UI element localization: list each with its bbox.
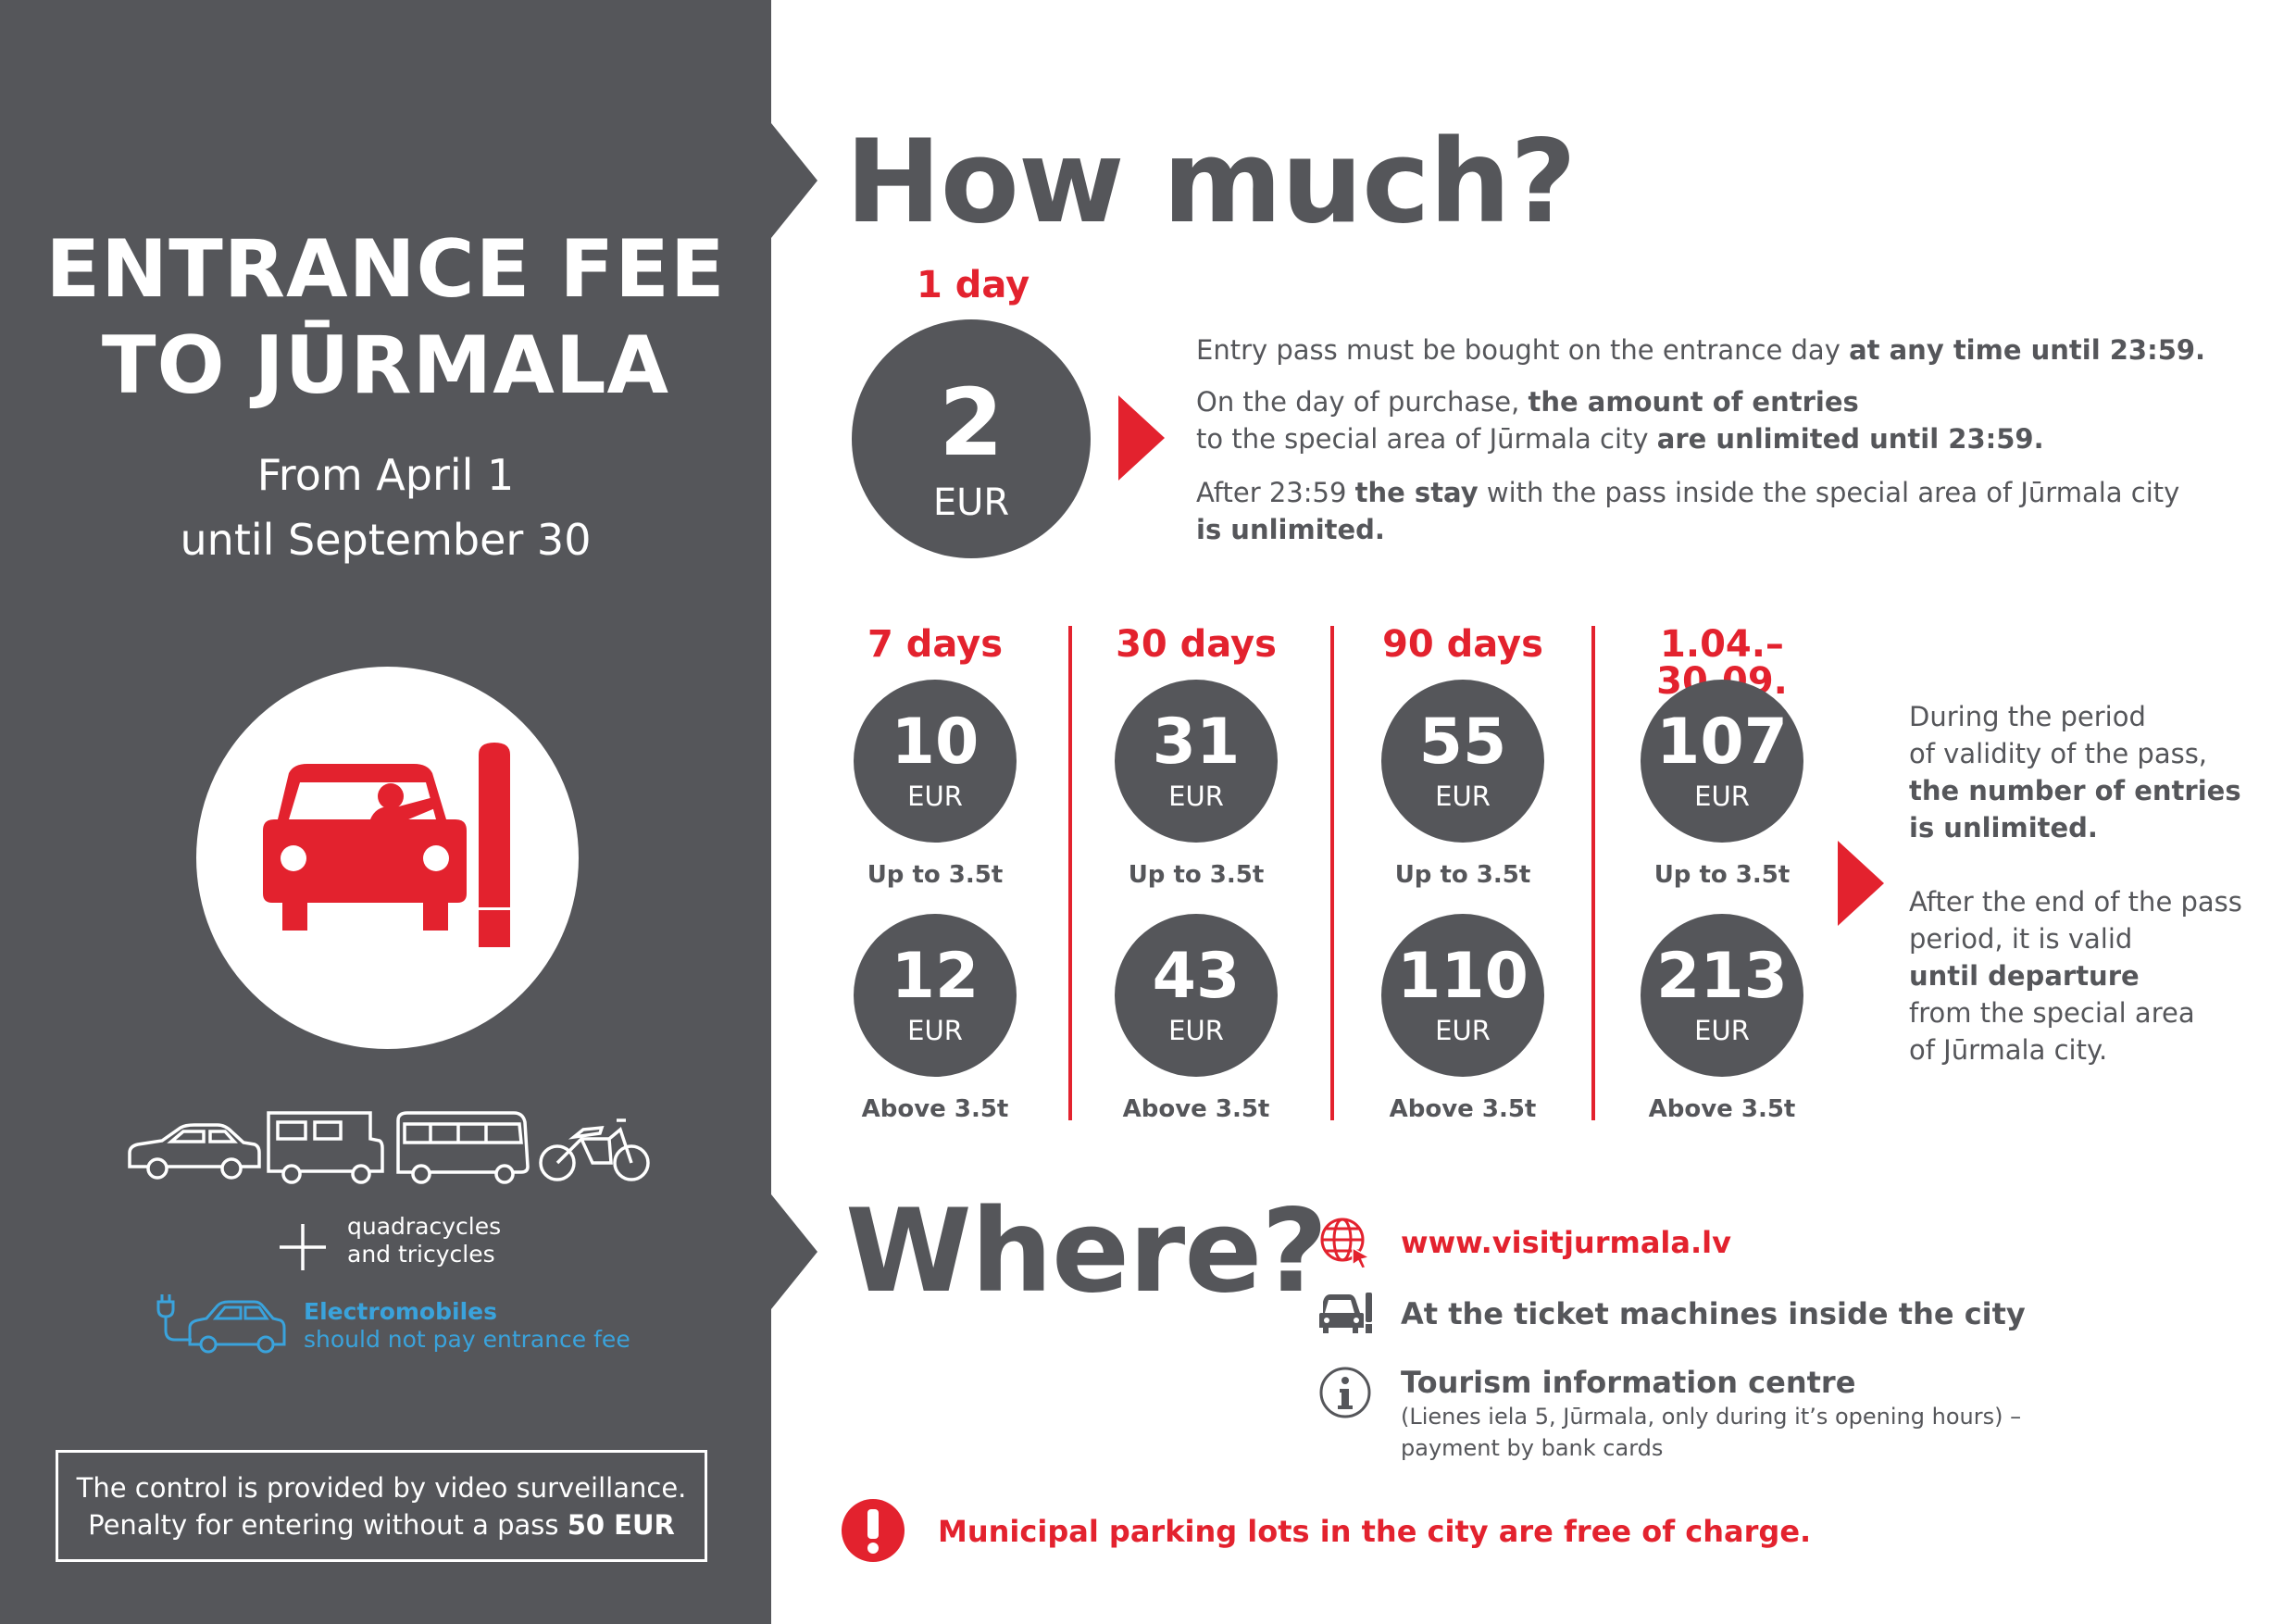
plus-icon	[280, 1224, 326, 1270]
price-value: 107	[1656, 706, 1788, 779]
title-line-1: ENTRANCE FEE	[45, 223, 726, 316]
price-badge-above-3-5t: 43 EUR	[1115, 914, 1278, 1077]
price-currency: EUR	[907, 1015, 963, 1046]
price-currency: EUR	[1435, 1015, 1491, 1046]
period-divider	[1591, 626, 1595, 1120]
one-day-line-1: Entry pass must be bought on the entranc…	[1196, 334, 2206, 366]
pointer-arrow-icon	[1838, 841, 1884, 926]
control-notice: The control is provided by video surveil…	[56, 1450, 707, 1562]
period-note-line: from the special area	[1909, 997, 2195, 1029]
period-note-line: of validity of the pass,	[1909, 738, 2208, 769]
one-day-label: 1 day	[917, 264, 1030, 306]
electromobile-icon	[156, 1294, 286, 1354]
price-value: 31	[1152, 706, 1241, 779]
penalty-amount: 50 EUR	[567, 1509, 675, 1541]
period-note-line: period, it is valid	[1909, 923, 2133, 955]
weight-label: Above 3.5t	[1648, 1095, 1796, 1123]
ev-text: should not pay entrance fee	[304, 1326, 630, 1353]
weight-label: Up to 3.5t	[1128, 861, 1265, 889]
ev-title: Electromobiles	[304, 1298, 497, 1325]
ticket-machines-text: At the ticket machines inside the city	[1401, 1296, 2026, 1331]
period-label: 7 days	[867, 623, 1004, 666]
motorcycle-icon	[539, 1118, 650, 1181]
period-note-line: the number of entries	[1909, 775, 2241, 806]
weight-label: Above 3.5t	[1389, 1095, 1537, 1123]
price-value: 43	[1152, 940, 1241, 1013]
price-currency: EUR	[907, 781, 963, 812]
price-currency: EUR	[1694, 781, 1750, 812]
weight-label: Up to 3.5t	[1394, 861, 1531, 889]
period-note-line: During the period	[1909, 701, 2146, 732]
extra-vehicles-line-1: quadracycles	[347, 1213, 502, 1240]
info-icon	[1319, 1367, 1371, 1418]
one-day-price-badge: 2 EUR	[852, 319, 1091, 558]
one-day-line-2: On the day of purchase, the amount of en…	[1196, 386, 1859, 418]
price-value: 55	[1418, 706, 1507, 779]
period-note-line: is unlimited.	[1909, 812, 2098, 843]
one-day-currency: EUR	[932, 481, 1010, 524]
price-value: 10	[891, 706, 980, 779]
extra-vehicles-line-2: and tricycles	[347, 1241, 495, 1268]
left-panel: ENTRANCE FEE TO JŪRMALA From April 1 unt…	[0, 0, 771, 1624]
price-currency: EUR	[1694, 1015, 1750, 1046]
car-icon	[128, 1123, 261, 1180]
section-arrow-how-much	[771, 123, 817, 238]
tourism-centre-payment: payment by bank cards	[1401, 1435, 1664, 1461]
price-currency: EUR	[1168, 1015, 1224, 1046]
period-note-line: After the end of the pass	[1909, 886, 2242, 918]
period-note-line: of Jūrmala city.	[1909, 1034, 2108, 1066]
parking-notice: Municipal parking lots in the city are f…	[938, 1514, 1812, 1549]
website-link[interactable]: www.visitjurmala.lv	[1401, 1225, 1731, 1260]
camper-icon	[267, 1111, 384, 1184]
tourism-centre-address: (Lienes iela 5, Jūrmala, only during it’…	[1401, 1404, 2022, 1430]
price-badge-up-to-3-5t: 10 EUR	[854, 680, 1017, 843]
title-line-2: TO JŪRMALA	[101, 319, 670, 412]
car-at-gate-icon	[263, 743, 510, 947]
car-gate-badge	[196, 667, 579, 1049]
weight-label: Up to 3.5t	[867, 861, 1004, 889]
control-line-1: The control is provided by video surveil…	[76, 1472, 687, 1504]
period-divider	[1068, 626, 1072, 1120]
globe-icon	[1320, 1218, 1372, 1269]
price-badge-up-to-3-5t: 55 EUR	[1381, 680, 1544, 843]
exclamation-icon	[842, 1499, 905, 1562]
one-day-price: 2	[939, 369, 1004, 477]
weight-label: Up to 3.5t	[1653, 861, 1791, 889]
period-label: 30 days	[1116, 623, 1277, 666]
tourism-centre-title: Tourism information centre	[1401, 1365, 1856, 1400]
weight-label: Above 3.5t	[1122, 1095, 1270, 1123]
weight-label: Above 3.5t	[861, 1095, 1009, 1123]
period-line-2: until September 30	[180, 515, 592, 565]
vehicle-types	[128, 1111, 650, 1184]
bus-icon	[396, 1111, 530, 1184]
control-line-2: Penalty for entering without a pass 50 E…	[58, 1512, 705, 1539]
ticket-machine-icon	[1319, 1293, 1372, 1333]
price-badge-above-3-5t: 213 EUR	[1641, 914, 1803, 1077]
price-value: 213	[1656, 940, 1788, 1013]
penalty-text: Penalty for entering without a pass	[88, 1509, 568, 1541]
price-currency: EUR	[1168, 781, 1224, 812]
price-currency: EUR	[1435, 781, 1491, 812]
price-badge-above-3-5t: 110 EUR	[1381, 914, 1544, 1077]
price-badge-above-3-5t: 12 EUR	[854, 914, 1017, 1077]
price-value: 12	[891, 940, 980, 1013]
price-badge-up-to-3-5t: 31 EUR	[1115, 680, 1278, 843]
one-day-line-3: to the special area of Jūrmala city are …	[1196, 423, 2044, 455]
period-divider	[1330, 626, 1334, 1120]
period-note-line: until departure	[1909, 960, 2140, 992]
section-arrow-where	[771, 1194, 817, 1309]
pointer-arrow-icon	[1118, 395, 1165, 481]
period-line-1: From April 1	[256, 450, 515, 500]
price-badge-up-to-3-5t: 107 EUR	[1641, 680, 1803, 843]
one-day-line-4: After 23:59 the stay with the pass insid…	[1196, 477, 2180, 508]
where-heading: Where?	[845, 1185, 1328, 1318]
how-much-heading: How much?	[845, 116, 1577, 249]
price-value: 110	[1397, 940, 1529, 1013]
period-label: 90 days	[1382, 623, 1543, 666]
one-day-line-5: is unlimited.	[1196, 514, 1385, 545]
